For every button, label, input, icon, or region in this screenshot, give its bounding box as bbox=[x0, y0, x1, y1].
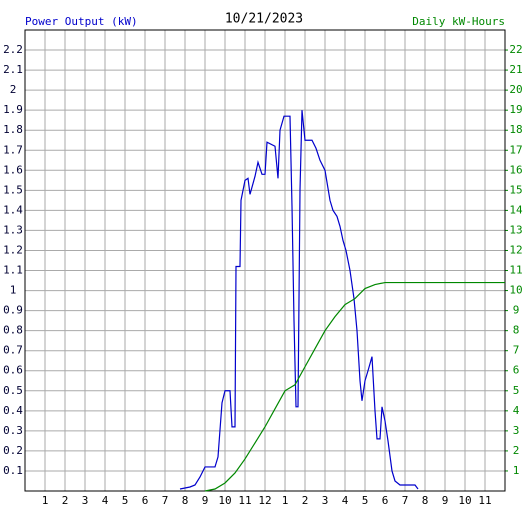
y-tick-label: 0.4 bbox=[3, 404, 23, 417]
y2-tick-label: 8 bbox=[513, 324, 520, 337]
y2-tick-label: 14 bbox=[509, 203, 523, 216]
chart-title: 10/21/2023 bbox=[225, 12, 303, 27]
y-tick-label: 1.9 bbox=[3, 103, 23, 116]
y2-tick-label: 20 bbox=[509, 83, 522, 96]
y-tick-label: 2 bbox=[10, 83, 17, 96]
y-tick-label: 1.1 bbox=[3, 264, 23, 277]
y2-tick-label: 16 bbox=[509, 163, 522, 176]
y-tick-label: 1.7 bbox=[3, 143, 23, 156]
y-tick-label: 1 bbox=[10, 284, 17, 297]
y-tick-label: 0.7 bbox=[3, 344, 23, 357]
x-tick-label: 10 bbox=[458, 494, 471, 507]
x-tick-label: 11 bbox=[478, 494, 491, 507]
y-tick-label: 1.6 bbox=[3, 163, 23, 176]
x-tick-label: 3 bbox=[82, 494, 89, 507]
x-tick-label: 2 bbox=[62, 494, 69, 507]
y-tick-label: 0.6 bbox=[3, 364, 23, 377]
x-tick-label: 3 bbox=[322, 494, 329, 507]
x-tick-label: 6 bbox=[142, 494, 149, 507]
y-tick-label: 1.2 bbox=[3, 243, 23, 256]
y2-tick-label: 3 bbox=[513, 424, 520, 437]
x-tick-label: 4 bbox=[102, 494, 109, 507]
x-tick-label: 4 bbox=[342, 494, 349, 507]
y-tick-label: 0.1 bbox=[3, 464, 23, 477]
y2-tick-label: 19 bbox=[509, 103, 522, 116]
y2-tick-label: 18 bbox=[509, 123, 522, 136]
y-tick-label: 0.3 bbox=[3, 424, 23, 437]
y-tick-label: 0.9 bbox=[3, 304, 23, 317]
y2-tick-label: 15 bbox=[509, 183, 522, 196]
y-tick-label: 2.1 bbox=[3, 63, 23, 76]
x-tick-label: 12 bbox=[258, 494, 271, 507]
x-tick-label: 9 bbox=[202, 494, 209, 507]
x-tick-label: 2 bbox=[302, 494, 309, 507]
y-tick-label: 0.8 bbox=[3, 324, 23, 337]
y2-tick-label: 4 bbox=[513, 404, 520, 417]
y-tick-label: 1.3 bbox=[3, 223, 23, 236]
y2-tick-label: 6 bbox=[513, 364, 520, 377]
x-tick-label: 6 bbox=[382, 494, 389, 507]
y2-tick-label: 11 bbox=[509, 264, 522, 277]
y2-tick-label: 2 bbox=[513, 444, 520, 457]
x-tick-label: 11 bbox=[238, 494, 251, 507]
y2-tick-label: 12 bbox=[509, 243, 522, 256]
x-tick-label: 8 bbox=[182, 494, 189, 507]
x-tick-label: 1 bbox=[282, 494, 289, 507]
y2-tick-label: 17 bbox=[509, 143, 522, 156]
x-tick-label: 5 bbox=[362, 494, 369, 507]
y-tick-label: 0.5 bbox=[3, 384, 23, 397]
y2-tick-label: 9 bbox=[513, 304, 520, 317]
y-tick-label: 1.5 bbox=[3, 183, 23, 196]
plot-border bbox=[24, 29, 506, 492]
x-tick-label: 7 bbox=[162, 494, 169, 507]
y2-tick-label: 1 bbox=[513, 464, 520, 477]
y2-tick-label: 5 bbox=[513, 384, 520, 397]
series-line bbox=[204, 281, 505, 492]
x-tick-label: 9 bbox=[442, 494, 449, 507]
x-tick-label: 8 bbox=[422, 494, 429, 507]
x-tick-label: 7 bbox=[402, 494, 409, 507]
y-tick-label: 2.2 bbox=[3, 43, 23, 56]
y2-tick-label: 21 bbox=[509, 63, 522, 76]
y-tick-label: 0.2 bbox=[3, 444, 23, 457]
right-axis-label: Daily kW-Hours bbox=[412, 15, 505, 28]
x-tick-label: 10 bbox=[218, 494, 231, 507]
y-tick-label: 1.8 bbox=[3, 123, 23, 136]
y2-tick-label: 22 bbox=[509, 43, 522, 56]
y2-tick-label: 7 bbox=[513, 344, 520, 357]
y2-tick-label: 13 bbox=[509, 223, 522, 236]
y2-tick-label: 10 bbox=[509, 284, 522, 297]
left-axis-label: Power Output (kW) bbox=[25, 15, 138, 28]
series-line bbox=[179, 110, 419, 490]
y-tick-label: 1.4 bbox=[3, 203, 23, 216]
x-tick-label: 5 bbox=[122, 494, 129, 507]
x-tick-label: 1 bbox=[42, 494, 49, 507]
